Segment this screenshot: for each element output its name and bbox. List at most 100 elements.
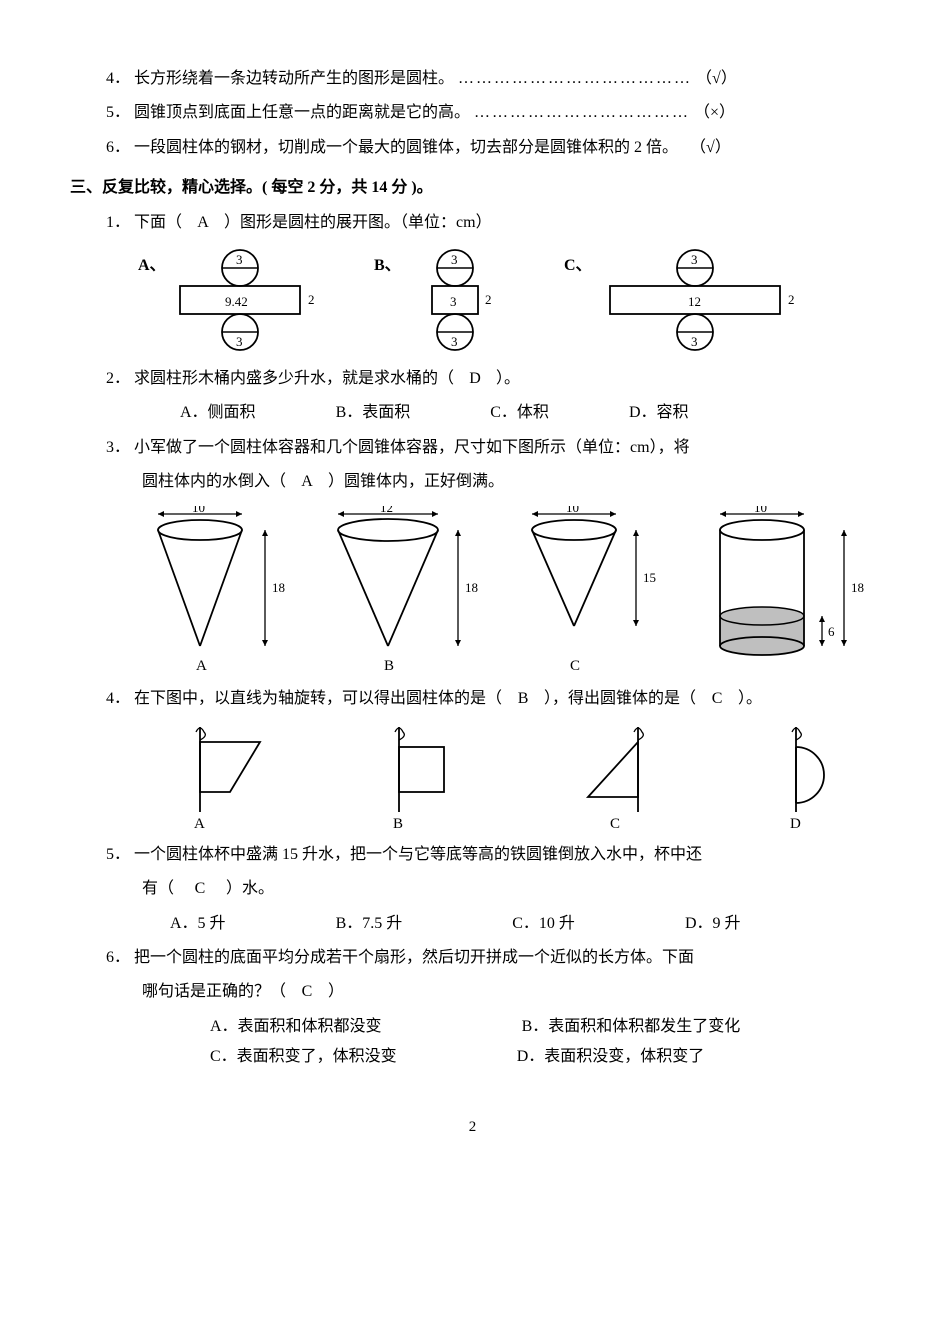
page-number: 2 bbox=[70, 1113, 875, 1142]
svg-text:2: 2 bbox=[308, 292, 315, 307]
mc-q1: 1． 下面（ A ）图形是圆柱的展开图。（单位：cm） bbox=[70, 208, 875, 238]
mc-q3-num: 3． bbox=[106, 439, 130, 456]
cylinder-water-icon: 10 18 6 bbox=[694, 506, 874, 676]
svg-text:3: 3 bbox=[236, 252, 243, 267]
svg-text:3: 3 bbox=[451, 252, 458, 267]
tf-q5: 5． 圆锥顶点到底面上任意一点的距离就是它的高。 ……………………………… （×… bbox=[70, 98, 875, 128]
mc-q1-answer: A bbox=[186, 208, 220, 238]
cylinder-net-a-icon: A、 3 9.42 2 3 bbox=[130, 246, 340, 356]
mc-q4-answer1: B bbox=[506, 684, 540, 714]
svg-text:B: B bbox=[384, 658, 394, 674]
mc-q4: 4． 在下图中，以直线为轴旋转，可以得出圆柱体的是（ B ），得出圆锥体的是（ … bbox=[70, 684, 875, 714]
svg-text:18: 18 bbox=[851, 580, 864, 595]
mc-q6-line2: 哪句话是正确的？（ C ） bbox=[70, 977, 875, 1007]
cylinder-net-b-icon: B、 3 3 2 3 bbox=[370, 246, 530, 356]
mc-q2-pre: 求圆柱形木桶内盛多少升水，就是求水桶的（ bbox=[134, 370, 454, 387]
svg-text:3: 3 bbox=[691, 334, 698, 349]
tf-q6: 6． 一段圆柱体的钢材，切削成一个最大的圆锥体，切去部分是圆锥体积的 2 倍。 … bbox=[70, 133, 875, 163]
mc-q6-num: 6． bbox=[106, 949, 130, 966]
mc-q6-answer: C bbox=[290, 977, 324, 1007]
mc-q4-num: 4． bbox=[106, 690, 130, 707]
svg-text:10: 10 bbox=[566, 506, 579, 515]
mc-q5-opt-c: C．10 升 bbox=[512, 909, 575, 939]
mc-q1-pre: 下面（ bbox=[134, 214, 182, 231]
rotation-shape-d-icon: D bbox=[766, 722, 875, 832]
mc-q5-opt-b: B．7.5 升 bbox=[336, 909, 403, 939]
mc-q5-answer: C bbox=[178, 874, 222, 904]
mc-q4-answer2: C bbox=[700, 684, 734, 714]
svg-text:3: 3 bbox=[450, 294, 457, 309]
mc-q2-answer: D bbox=[458, 364, 492, 394]
mc-q6-opt-b: B．表面积和体积都发生了变化 bbox=[522, 1012, 741, 1042]
cone-c-icon: 10 15 C bbox=[506, 506, 676, 676]
tf-q5-text: 圆锥顶点到底面上任意一点的距离就是它的高。 bbox=[134, 104, 470, 121]
svg-text:A: A bbox=[194, 816, 205, 832]
rotation-shape-a-icon: A bbox=[170, 722, 279, 832]
mc-q2-opt-d: D．容积 bbox=[629, 398, 689, 428]
svg-text:18: 18 bbox=[465, 580, 478, 595]
mc-q4-diagrams: A B C D bbox=[170, 722, 875, 832]
q1-opt-a-label: A、 bbox=[138, 257, 166, 274]
rotation-shape-c-icon: C bbox=[568, 722, 677, 832]
mc-q6-line1: 6． 把一个圆柱的底面平均分成若干个扇形，然后切开拼成一个近似的长方体。下面 bbox=[70, 943, 875, 973]
mc-q1-diagrams: A、 3 9.42 2 3 B、 3 3 2 3 bbox=[130, 246, 875, 356]
mc-q1-diagram-b: B、 3 3 2 3 bbox=[370, 246, 530, 356]
svg-text:B: B bbox=[393, 816, 403, 832]
svg-text:C: C bbox=[610, 816, 620, 832]
mc-q5-opt-d: D．9 升 bbox=[685, 909, 741, 939]
mc-q5-text1: 一个圆柱体杯中盛满 15 升水，把一个与它等底等高的铁圆锥倒放入水中，杯中还 bbox=[134, 846, 702, 863]
mc-q1-post: ）图形是圆柱的展开图。（单位：cm） bbox=[224, 214, 492, 231]
svg-text:12: 12 bbox=[380, 506, 393, 515]
mc-q2-num: 2． bbox=[106, 370, 130, 387]
mc-q3-diagrams: 10 18 A 12 18 B 10 15 C bbox=[130, 506, 875, 676]
mc-q2-post: ）。 bbox=[496, 370, 520, 387]
mc-q3-post: ）圆锥体内，正好倒满。 bbox=[328, 473, 504, 490]
mc-q2-opt-b: B．表面积 bbox=[336, 398, 411, 428]
tf-q4-answer: （√） bbox=[696, 70, 737, 87]
mc-q6-options-row1: A．表面积和体积都没变 B．表面积和体积都发生了变化 bbox=[70, 1012, 875, 1042]
tf-q5-dots: ……………………………… bbox=[474, 104, 690, 121]
mc-q4-pre: 在下图中，以直线为轴旋转，可以得出圆柱体的是（ bbox=[134, 690, 502, 707]
tf-q6-num: 6． bbox=[106, 139, 130, 156]
mc-q6-opt-c: C．表面积变了，体积没变 bbox=[210, 1042, 397, 1072]
mc-q6-opt-a: A．表面积和体积都没变 bbox=[210, 1012, 382, 1042]
mc-q1-diagram-c: C、 3 12 2 3 bbox=[560, 246, 810, 356]
mc-q3-answer: A bbox=[290, 467, 324, 497]
svg-text:10: 10 bbox=[754, 506, 767, 515]
tf-q4-num: 4． bbox=[106, 70, 130, 87]
mc-q5-num: 5． bbox=[106, 846, 130, 863]
q1-opt-c-label: C、 bbox=[564, 257, 592, 274]
svg-text:2: 2 bbox=[788, 292, 795, 307]
svg-text:9.42: 9.42 bbox=[225, 294, 248, 309]
tf-q6-text: 一段圆柱体的钢材，切削成一个最大的圆锥体，切去部分是圆锥体积的 2 倍。 bbox=[134, 139, 678, 156]
svg-text:3: 3 bbox=[451, 334, 458, 349]
cylinder-net-c-icon: C、 3 12 2 3 bbox=[560, 246, 810, 356]
mc-q3-pre: 圆柱体内的水倒入（ bbox=[142, 473, 286, 490]
cone-a-icon: 10 18 A bbox=[130, 506, 300, 676]
svg-text:2: 2 bbox=[485, 292, 492, 307]
mc-q4-mid: ），得出圆锥体的是（ bbox=[544, 690, 696, 707]
mc-q2-options: A．侧面积 B．表面积 C．体积 D．容积 bbox=[70, 398, 875, 428]
svg-text:C: C bbox=[570, 658, 580, 674]
q1-opt-b-label: B、 bbox=[374, 257, 401, 274]
svg-text:3: 3 bbox=[691, 252, 698, 267]
mc-q5-pre: 有（ bbox=[142, 880, 174, 897]
mc-q2-opt-a: A．侧面积 bbox=[180, 398, 256, 428]
mc-q5-opt-a: A．5 升 bbox=[170, 909, 226, 939]
svg-text:15: 15 bbox=[643, 570, 656, 585]
svg-text:A: A bbox=[196, 658, 207, 674]
rotation-shape-b-icon: B bbox=[369, 722, 478, 832]
svg-text:10: 10 bbox=[192, 506, 205, 515]
tf-q5-num: 5． bbox=[106, 104, 130, 121]
tf-q4-text: 长方形绕着一条边转动所产生的图形是圆柱。 bbox=[134, 70, 454, 87]
tf-q4-dots: ………………………………… bbox=[458, 70, 692, 87]
cone-b-icon: 12 18 B bbox=[318, 506, 488, 676]
tf-q4: 4． 长方形绕着一条边转动所产生的图形是圆柱。 ………………………………… （√… bbox=[70, 64, 875, 94]
svg-text:6: 6 bbox=[828, 624, 835, 639]
mc-q6-options-row2: C．表面积变了，体积没变 D．表面积没变，体积变了 bbox=[70, 1042, 875, 1072]
mc-q6-post: ） bbox=[328, 983, 344, 1000]
mc-q5-line1: 5． 一个圆柱体杯中盛满 15 升水，把一个与它等底等高的铁圆锥倒放入水中，杯中… bbox=[70, 840, 875, 870]
mc-q6-pre: 哪句话是正确的？（ bbox=[142, 983, 286, 1000]
mc-q6-text1: 把一个圆柱的底面平均分成若干个扇形，然后切开拼成一个近似的长方体。下面 bbox=[134, 949, 694, 966]
tf-q5-answer: （×） bbox=[694, 104, 735, 121]
